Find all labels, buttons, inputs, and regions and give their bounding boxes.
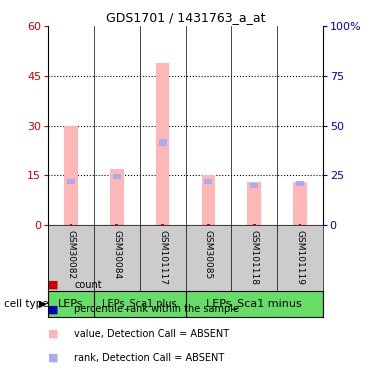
Text: percentile rank within the sample: percentile rank within the sample bbox=[74, 304, 239, 314]
Text: GSM30082: GSM30082 bbox=[67, 230, 76, 279]
Text: count: count bbox=[74, 280, 102, 290]
Text: GSM101119: GSM101119 bbox=[295, 230, 304, 285]
Bar bbox=[201, 176, 215, 225]
Text: LEPs_Sca1 plus: LEPs_Sca1 plus bbox=[102, 298, 177, 309]
Text: value, Detection Call = ABSENT: value, Detection Call = ABSENT bbox=[74, 329, 229, 339]
Text: rank, Detection Call = ABSENT: rank, Detection Call = ABSENT bbox=[74, 353, 224, 363]
Bar bbox=[110, 169, 124, 225]
Text: ▶: ▶ bbox=[39, 299, 46, 309]
Text: GSM30084: GSM30084 bbox=[112, 230, 121, 279]
Bar bbox=[161, 224, 164, 225]
Bar bbox=[115, 224, 118, 225]
Bar bbox=[293, 182, 307, 225]
Bar bbox=[156, 63, 170, 225]
Bar bbox=[204, 180, 213, 184]
Text: ■: ■ bbox=[48, 353, 59, 363]
Text: ■: ■ bbox=[48, 280, 59, 290]
Bar bbox=[250, 183, 258, 188]
Text: GSM101118: GSM101118 bbox=[250, 230, 259, 285]
Text: LEPs_Sca1 minus: LEPs_Sca1 minus bbox=[206, 298, 302, 309]
Bar bbox=[207, 224, 210, 225]
Text: GSM30085: GSM30085 bbox=[204, 230, 213, 279]
Text: LEPs: LEPs bbox=[58, 299, 84, 309]
Bar bbox=[296, 181, 304, 186]
Bar bbox=[67, 180, 75, 184]
Title: GDS1701 / 1431763_a_at: GDS1701 / 1431763_a_at bbox=[106, 11, 265, 24]
Bar bbox=[158, 139, 167, 146]
Text: GSM101117: GSM101117 bbox=[158, 230, 167, 285]
Bar bbox=[70, 224, 72, 225]
Text: cell type: cell type bbox=[4, 299, 48, 309]
Bar bbox=[64, 126, 78, 225]
Bar bbox=[247, 182, 261, 225]
Bar bbox=[299, 224, 301, 225]
Text: ■: ■ bbox=[48, 304, 59, 314]
Text: ■: ■ bbox=[48, 329, 59, 339]
Bar bbox=[113, 174, 121, 180]
Bar bbox=[253, 224, 256, 225]
